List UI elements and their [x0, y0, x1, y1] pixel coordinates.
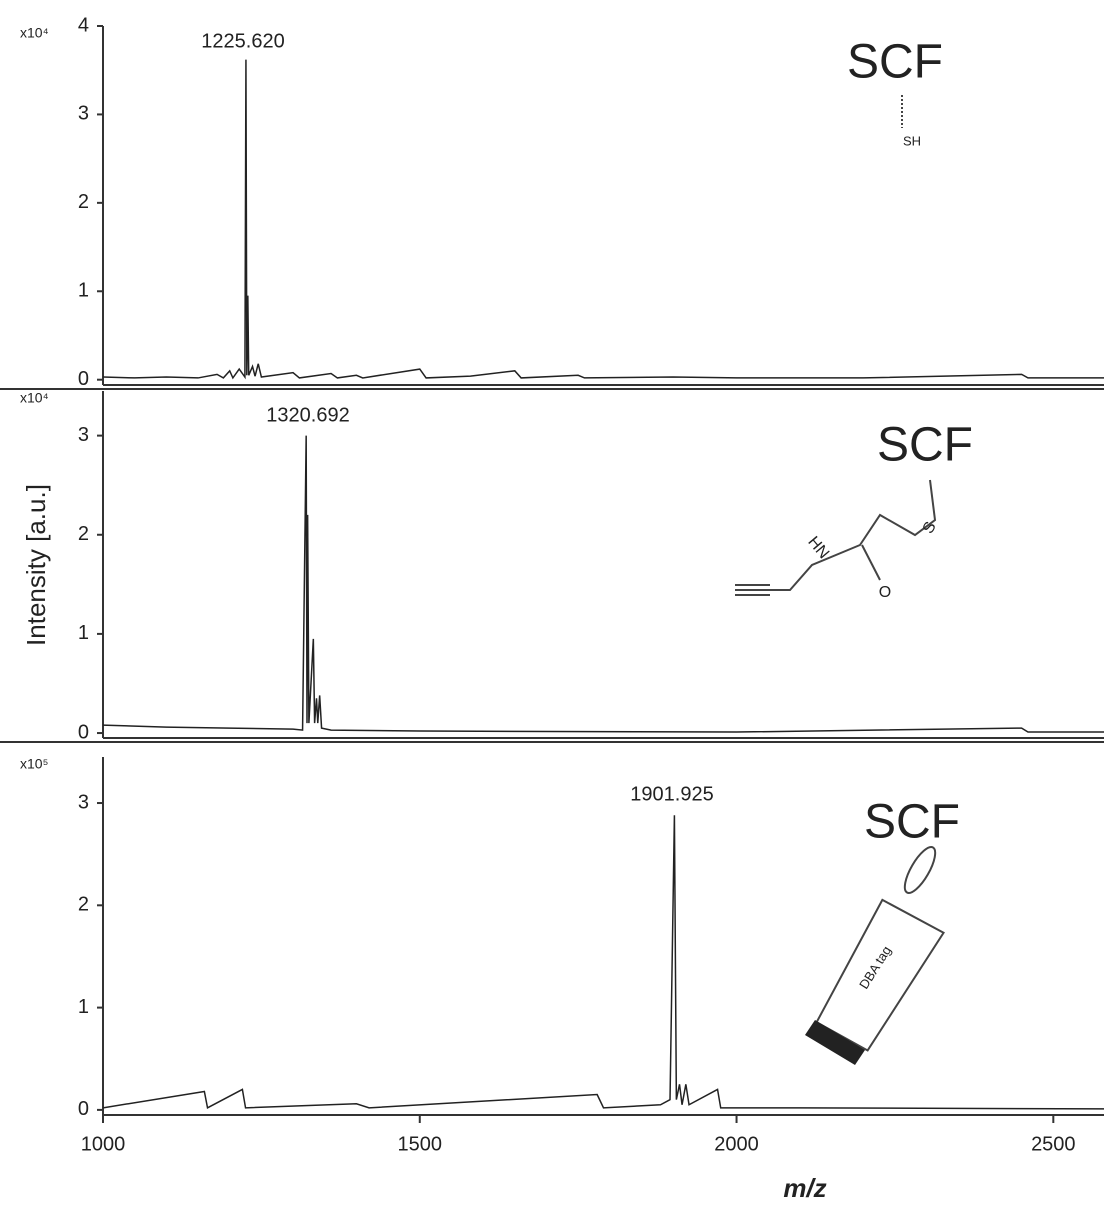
x-axis-title: m/z [783, 1173, 826, 1203]
y-multiplier: x10⁵ [20, 756, 48, 772]
x-tick-label: 2500 [1031, 1133, 1076, 1155]
annotation: SCF [847, 36, 943, 89]
y-tick-label: 0 [78, 368, 89, 390]
peak-label: 1901.925 [630, 783, 713, 805]
bond [861, 544, 881, 581]
x-tick-label: 1500 [398, 1133, 443, 1155]
y-tick-label: 3 [78, 103, 89, 125]
annotation: SCF [864, 796, 960, 849]
x-tick-label: 1000 [81, 1133, 126, 1155]
tag-end [805, 1020, 865, 1065]
y-tick-label: 1 [78, 996, 89, 1018]
bond [735, 479, 937, 591]
y-axis-title: Intensity [a.u.] [21, 484, 51, 646]
spectrum [102, 59, 1104, 380]
tag-loop [903, 846, 937, 894]
y-tick-label: 4 [78, 14, 89, 36]
y-tick-label: 2 [78, 523, 89, 545]
annotation: O [879, 584, 891, 601]
annotation: SCF [877, 419, 973, 472]
x-tick-label: 2000 [714, 1133, 759, 1155]
y-multiplier: x10⁴ [20, 25, 49, 41]
annotation: S [920, 519, 940, 537]
y-multiplier: x10⁴ [20, 390, 49, 406]
y-tick-label: 0 [78, 1098, 89, 1120]
peak-label: 1320.692 [266, 404, 349, 426]
y-tick-label: 0 [78, 721, 89, 743]
y-tick-label: 2 [78, 191, 89, 213]
y-tick-label: 1 [78, 280, 89, 302]
spectrum [102, 815, 1104, 1110]
y-tick-label: 1 [78, 622, 89, 644]
y-tick-label: 2 [78, 894, 89, 916]
spectrum [102, 435, 1104, 733]
y-tick-label: 3 [78, 424, 89, 446]
tag [815, 898, 945, 1052]
annotation: SH [903, 133, 921, 148]
peak-label: 1225.620 [201, 30, 284, 52]
y-tick-label: 3 [78, 791, 89, 813]
